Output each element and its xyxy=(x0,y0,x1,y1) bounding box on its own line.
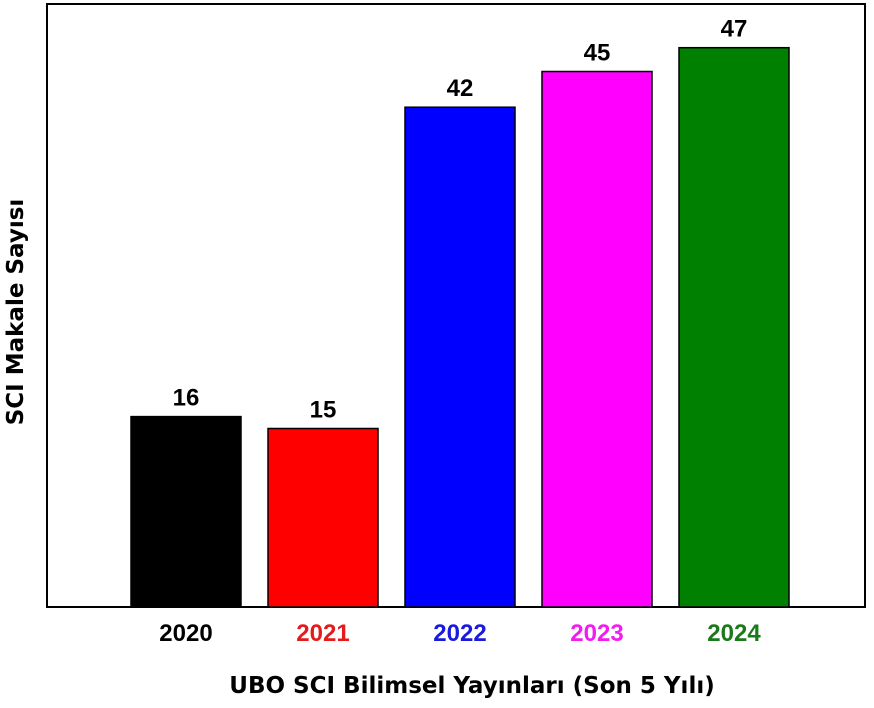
bars-layer xyxy=(130,46,790,608)
x-axis-title: UBO SCI Bilimsel Yayınları (Son 5 Yılı) xyxy=(229,673,714,699)
value-label-2020: 16 xyxy=(173,385,200,412)
bar-2020 xyxy=(130,415,242,608)
bar-2021 xyxy=(267,427,379,608)
x-tick-label-2020: 2020 xyxy=(159,620,212,647)
bar-2024 xyxy=(678,46,790,608)
x-tick-label-2024: 2024 xyxy=(707,620,761,647)
value-labels-layer: 16 15 42 45 47 xyxy=(173,16,748,424)
x-tick-label-2021: 2021 xyxy=(296,620,349,647)
y-axis-title: SCI Makale Sayısı xyxy=(3,199,29,426)
value-label-2023: 45 xyxy=(584,40,611,67)
bar-2022 xyxy=(404,106,516,608)
value-label-2024: 47 xyxy=(721,16,748,43)
x-tick-labels-layer: 2020 2021 2022 2023 2024 xyxy=(159,620,761,647)
bar-2023 xyxy=(541,70,653,608)
value-label-2021: 15 xyxy=(310,397,337,424)
x-tick-label-2022: 2022 xyxy=(433,620,486,647)
x-tick-label-2023: 2023 xyxy=(570,620,623,647)
value-label-2022: 42 xyxy=(447,75,474,102)
